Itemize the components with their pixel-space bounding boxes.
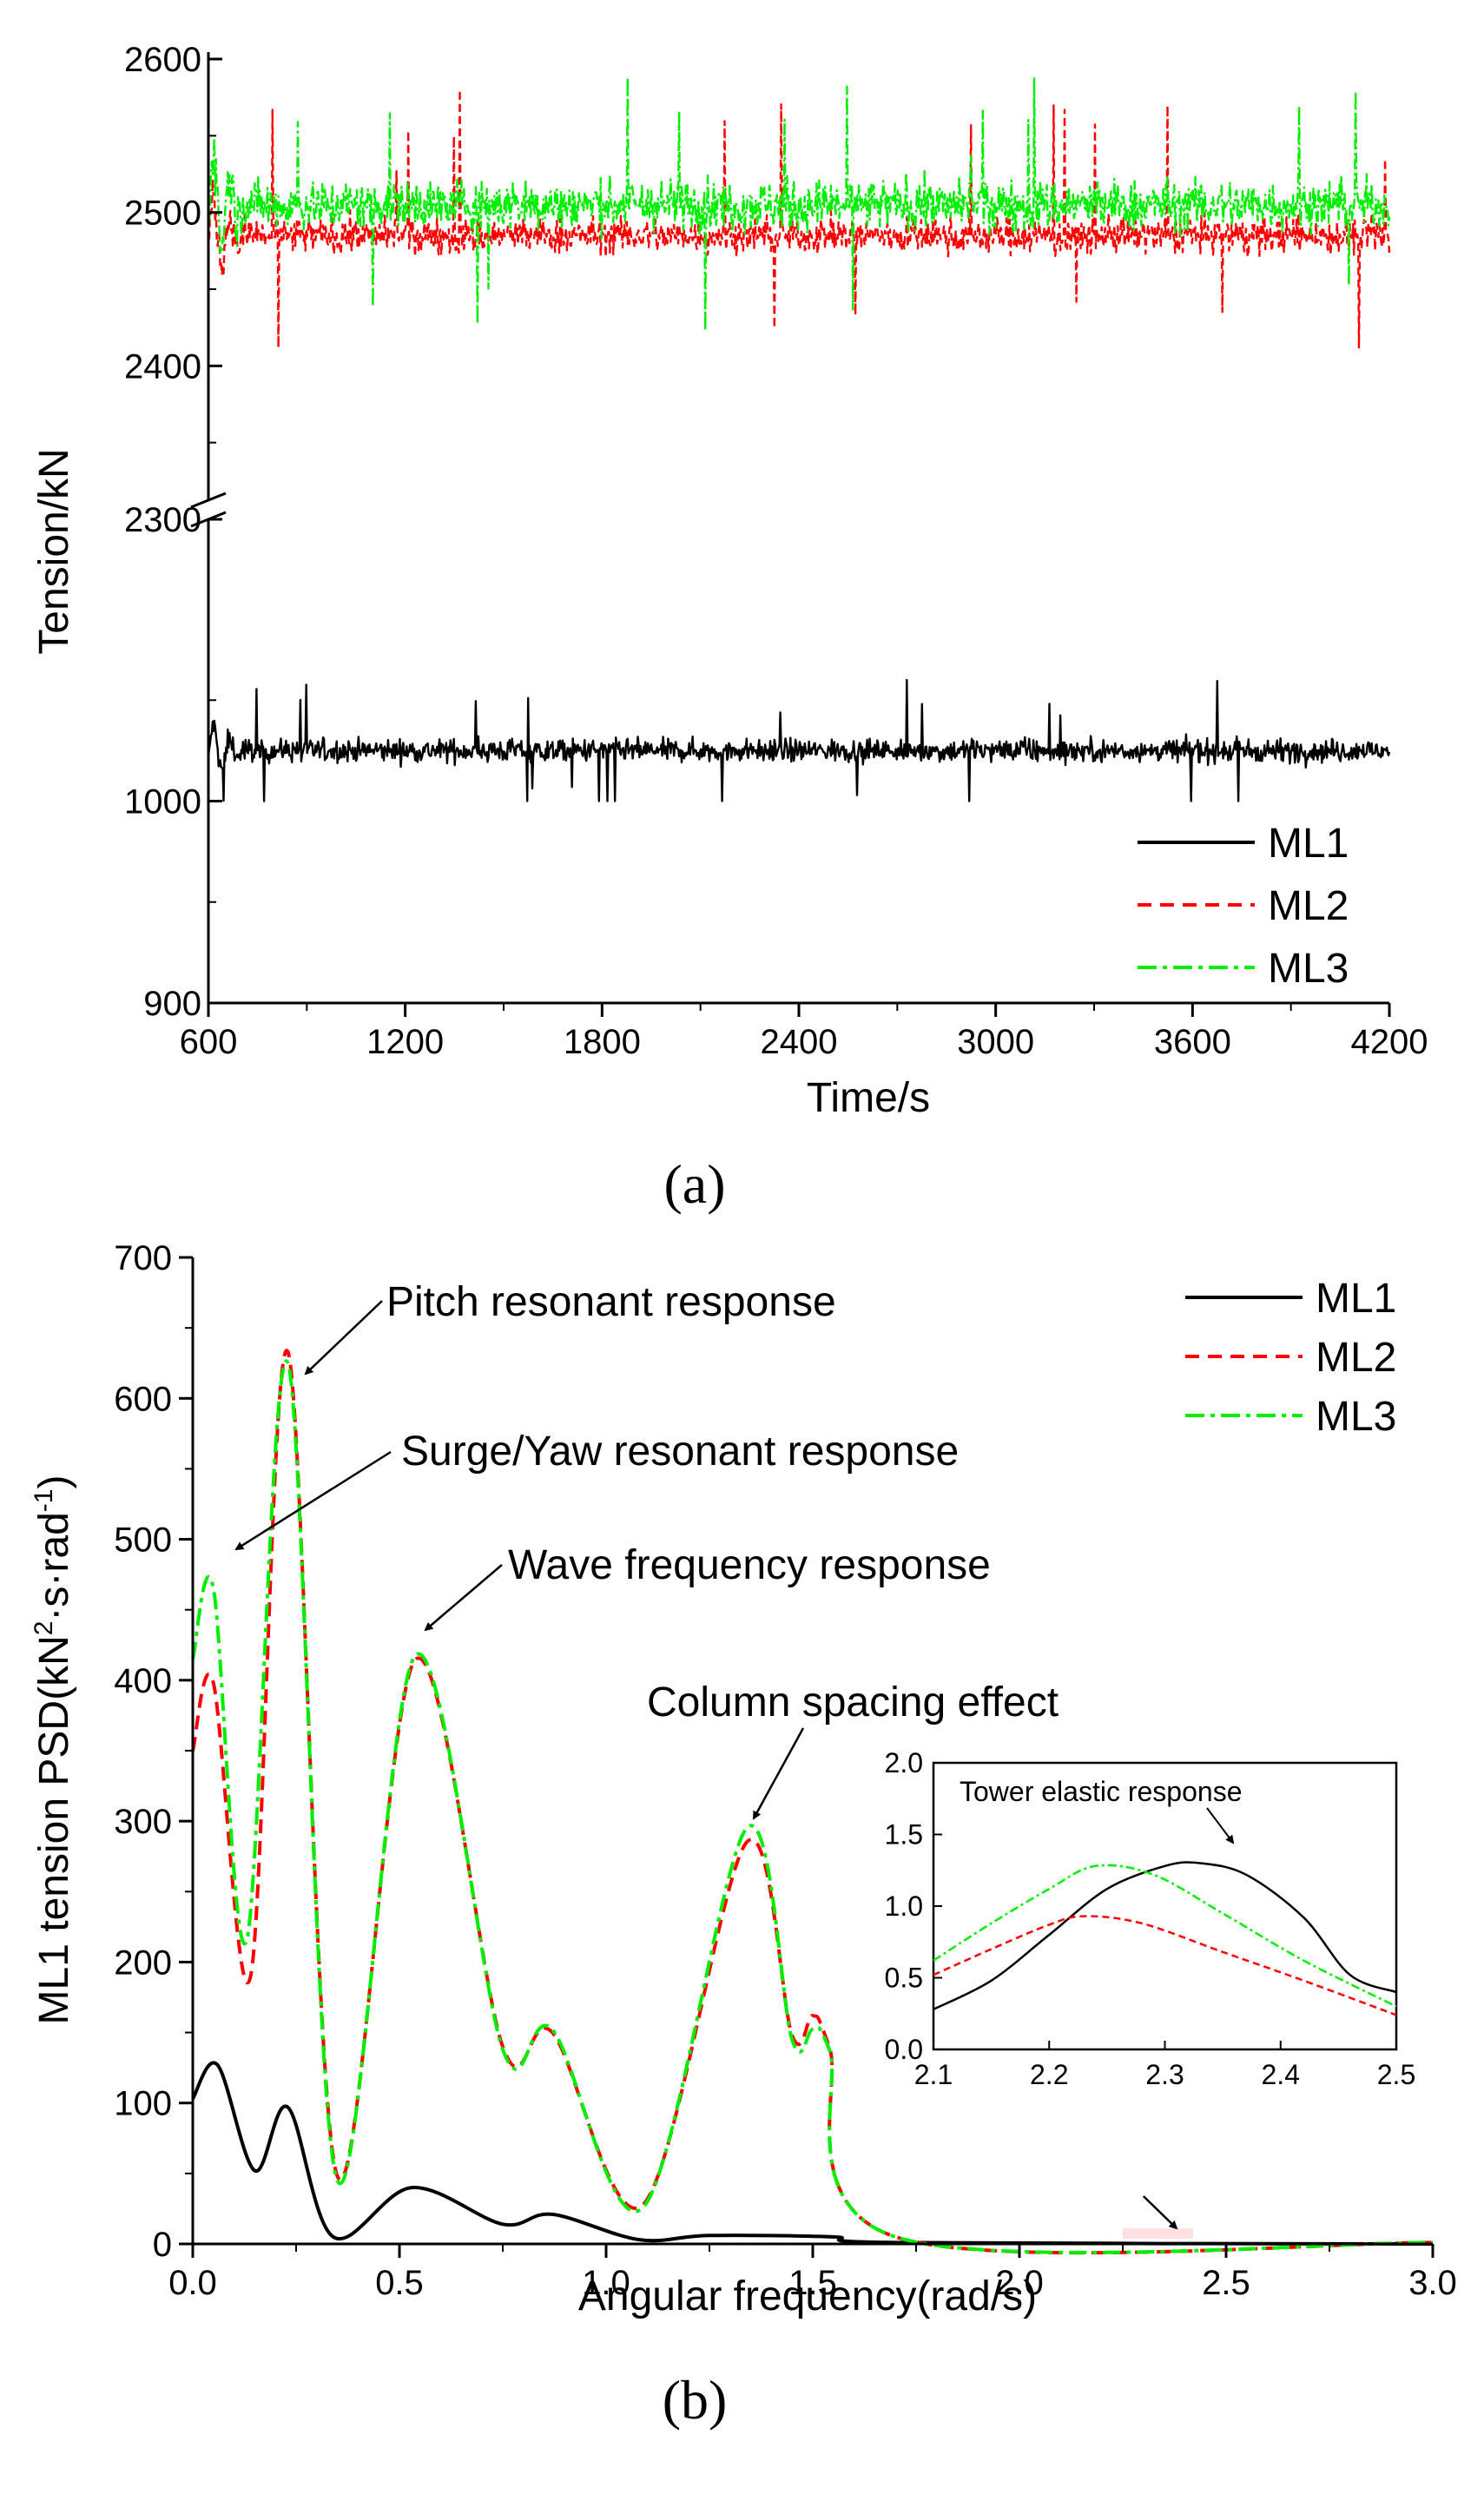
panel-b-y-axis-label: ML1 tension PSD(kN2·s·rad-1) xyxy=(30,1475,77,2025)
y-tick-label: 1000 xyxy=(124,783,201,822)
annotation-arrow xyxy=(424,1564,503,1632)
inset-y-tick-label: 2.0 xyxy=(885,1747,923,1778)
y-tick-label: 2300 xyxy=(124,501,201,539)
y-tick-label: 500 xyxy=(114,1521,172,1560)
x-tick-label: 4200 xyxy=(1351,1023,1428,1061)
series-line-ml3 xyxy=(191,1359,1434,2254)
x-tick-label: 3600 xyxy=(1154,1023,1231,1061)
panel-a-series xyxy=(207,76,1391,802)
x-tick-label: 2.5 xyxy=(1202,2264,1250,2302)
annotation-text: Surge/Yaw resonant response xyxy=(401,1429,959,1475)
tower-elastic-region-marker xyxy=(1123,2228,1193,2239)
x-tick-label: 3.0 xyxy=(1408,2264,1457,2302)
inset-line-ml1 xyxy=(933,1861,1397,2010)
y-tick-label: 300 xyxy=(114,1803,172,1841)
y-tick-label: 2500 xyxy=(124,195,201,233)
annotation-text: Column spacing effect xyxy=(647,1679,1059,1725)
legend-label-ml2: ML2 xyxy=(1268,883,1349,929)
y-tick-label: 2400 xyxy=(124,347,201,386)
series-line-ml2 xyxy=(191,1349,1434,2255)
legend-label-ml3: ML3 xyxy=(1268,946,1349,992)
y-tick-label: 100 xyxy=(114,2085,172,2123)
panel-a-x-axis-label: Time/s xyxy=(807,1075,930,1121)
panel-b-legend: ML1 ML2 ML3 xyxy=(1185,1276,1396,1440)
panel-a-time-series: 600 1200 1800 2400 3000 3600 4200 2300 2400 2500 2… xyxy=(31,41,1428,1215)
series-line-ml3 xyxy=(207,76,1391,332)
x-tick-label: 0.0 xyxy=(168,2264,217,2302)
inset-annotation-text: Tower elastic response xyxy=(960,1776,1242,1807)
panel-b-series xyxy=(191,1349,1434,2255)
panel-b-psd: 0.0 0.5 1.0 1.5 2.0 2.5 3.0 0 100 200 300 400 500 600… xyxy=(30,1239,1457,2431)
inset-line-ml3 xyxy=(933,1864,1397,2008)
x-tick-label: 2400 xyxy=(761,1023,838,1061)
x-tick-label: 2.0 xyxy=(995,2264,1044,2302)
series-line-ml2 xyxy=(208,89,1391,349)
legend-label-ml1: ML1 xyxy=(1316,1276,1396,1322)
y-label-sup-minus-1: -1 xyxy=(30,1489,58,1513)
x-tick-label: 1.5 xyxy=(788,2264,837,2302)
inset-x-tick-label: 2.2 xyxy=(1030,2059,1068,2090)
panel-b-axes xyxy=(191,1257,1433,2246)
y-tick-label: 2600 xyxy=(124,41,201,79)
panel-b-label: (b) xyxy=(663,2369,728,2431)
annotation-arrow xyxy=(304,1300,383,1376)
legend-label-ml2: ML2 xyxy=(1316,1335,1396,1381)
inset-x-tick-label: 2.4 xyxy=(1262,2059,1300,2090)
inset-y-tick-label: 1.5 xyxy=(885,1819,923,1851)
panel-a-ticks: 600 1200 1800 2400 3000 3600 4200 2300 2400 2500 2… xyxy=(124,41,1428,1061)
legend-label-ml3: ML3 xyxy=(1316,1394,1396,1440)
y-label-sup-2: 2 xyxy=(30,1621,58,1636)
inset-y-tick-label: 0.5 xyxy=(885,1963,923,1994)
x-tick-label: 1800 xyxy=(564,1023,641,1061)
inset-y-tick-label: 1.0 xyxy=(885,1890,923,1922)
x-tick-label: 1200 xyxy=(366,1023,444,1061)
y-tick-label: 400 xyxy=(114,1662,172,1700)
inset-line-ml2 xyxy=(933,1915,1397,2016)
panel-a-label: (a) xyxy=(663,1153,725,1215)
y-label-part-1: ML1 tension PSD(kN xyxy=(31,1635,77,2024)
panel-b-inset: 2.1 2.2 2.3 2.4 2.5 0.0 0.5 1.0 1.5 2.0 Tower elas… xyxy=(885,1747,1416,2090)
y-label-part-3: ) xyxy=(31,1475,77,1489)
annotation-arrow xyxy=(752,1727,805,1820)
inset-x-tick-label: 2.3 xyxy=(1145,2059,1184,2090)
legend-label-ml1: ML1 xyxy=(1268,821,1349,867)
y-tick-label: 0 xyxy=(153,2226,172,2264)
annotation-text: Pitch resonant response xyxy=(386,1279,836,1325)
panel-a-y-axis-label: Tension/kN xyxy=(31,448,77,654)
y-tick-label: 700 xyxy=(114,1239,172,1277)
y-tick-label: 200 xyxy=(114,1943,172,1982)
y-label-part-2: ·s·rad xyxy=(31,1512,77,1620)
panel-b-annotations: Pitch resonant response Surge/Yaw resonan… xyxy=(234,1279,1193,2239)
x-tick-label: 0.5 xyxy=(375,2264,424,2302)
annotation-arrow xyxy=(234,1450,392,1551)
inset-frame xyxy=(932,1761,1398,2051)
inset-y-tick-label: 0.0 xyxy=(885,2034,923,2065)
annotation-text: Wave frequency response xyxy=(508,1542,991,1588)
x-tick-label: 600 xyxy=(180,1023,238,1061)
panel-b-ticks: 0.0 0.5 1.0 1.5 2.0 2.5 3.0 0 100 200 300 400 500 600… xyxy=(114,1239,1457,2302)
series-line-ml1 xyxy=(191,2061,1434,2246)
inset-annotation-arrow xyxy=(1206,1807,1235,1844)
panel-b-x-axis-label: Angular frequency(rad/s) xyxy=(578,2273,1037,2319)
inset-x-tick-label: 2.1 xyxy=(914,2059,953,2090)
inset-x-tick-label: 2.5 xyxy=(1377,2059,1415,2090)
series-line-ml1 xyxy=(207,678,1391,802)
tower-elastic-arrow xyxy=(1142,2195,1178,2230)
x-tick-label: 1.0 xyxy=(582,2264,630,2302)
y-tick-label: 600 xyxy=(114,1380,172,1418)
panel-a-legend: ML1 ML2 ML3 xyxy=(1138,821,1349,992)
x-tick-label: 3000 xyxy=(957,1023,1034,1061)
axis-break-mark xyxy=(190,492,227,509)
y-tick-label: 900 xyxy=(143,985,201,1023)
